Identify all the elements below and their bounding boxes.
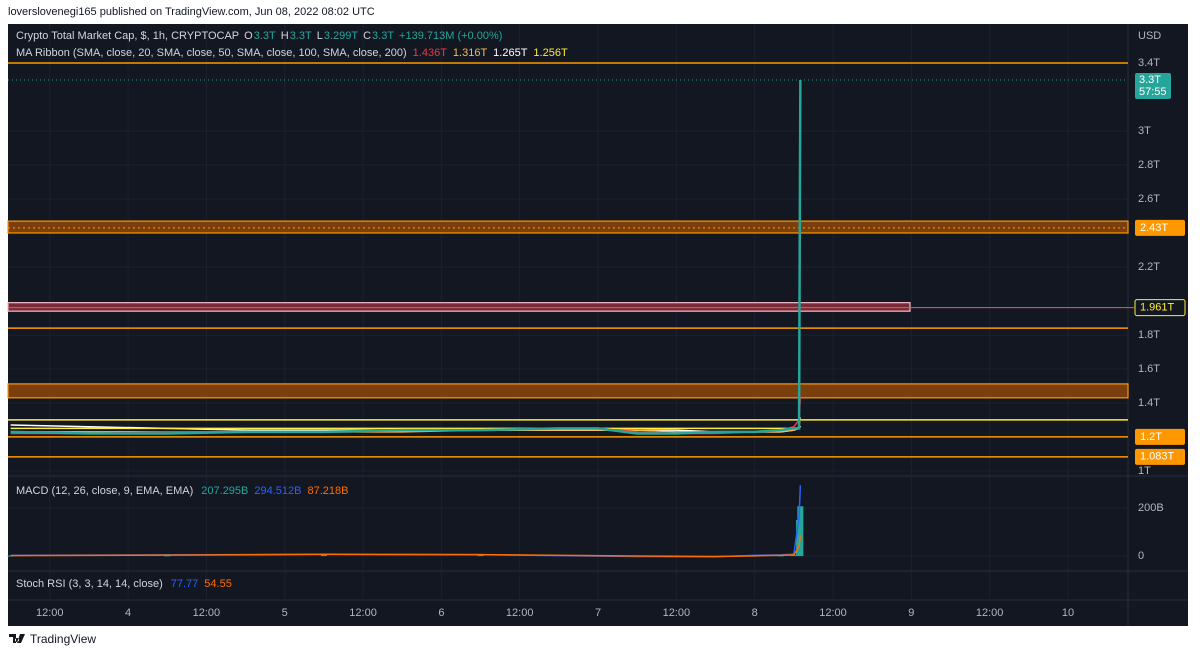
- y-tick-label: 1.4T: [1138, 397, 1160, 409]
- x-tick-label: 4: [125, 607, 131, 619]
- y-tick-label: 200B: [1138, 502, 1164, 514]
- indicator-value: 77.77: [171, 578, 199, 590]
- indicator-value: 294.512B: [254, 485, 301, 497]
- ohlc-key: C: [363, 30, 371, 42]
- level-zone: [7, 302, 911, 312]
- level-zone: [7, 383, 1129, 399]
- series-line: [10, 80, 802, 435]
- series-line: [10, 535, 802, 558]
- indicator-title: Stoch RSI (3, 3, 14, 14, close): [16, 578, 163, 590]
- publisher: loverslovenegi165 published on TradingVi…: [8, 6, 375, 18]
- x-tick-label: 12:00: [36, 607, 64, 619]
- x-tick-label: 8: [752, 607, 758, 619]
- x-tick-label: 12:00: [506, 607, 534, 619]
- y-tick-label: 1T: [1138, 465, 1151, 477]
- brand: TradingView: [30, 632, 96, 646]
- level-badge-label: 1.2T: [1140, 431, 1162, 443]
- x-tick-label: 10: [1062, 607, 1074, 619]
- x-tick-label: 7: [595, 607, 601, 619]
- histogram-bar: [7, 555, 14, 557]
- x-tick-label: 6: [438, 607, 444, 619]
- indicator-value: 1.316T: [453, 47, 488, 59]
- indicator-title: MACD (12, 26, close, 9, EMA, EMA): [16, 485, 193, 497]
- level-badge: [1135, 219, 1185, 236]
- ohlc-key: O: [244, 30, 253, 42]
- y-tick-label: 1.6T: [1138, 363, 1160, 375]
- y-tick-label: 2.8T: [1138, 159, 1160, 171]
- ohlc-value: 3.299T: [324, 30, 359, 42]
- histogram-bar: [797, 506, 804, 557]
- chart-content: 12:00 4 12:00 5 12:00 6 12:00 7 12:00 8 12:00 9 12:0…: [7, 24, 1186, 619]
- currency: USD: [1138, 30, 1161, 42]
- price-badge-label: 3.3T: [1139, 74, 1161, 86]
- ohlc-value: 3.3T: [290, 30, 312, 42]
- ohlc-value: 3.3T: [254, 30, 276, 42]
- x-tick-label: 12:00: [349, 607, 377, 619]
- y-tick-label: 2.2T: [1138, 261, 1160, 273]
- tv-logo: [9, 634, 25, 643]
- level-badge-label: 1.961T: [1140, 302, 1175, 314]
- price-badge: [1135, 73, 1171, 100]
- level-badge-label: 2.43T: [1140, 222, 1168, 234]
- ohlc-key: L: [317, 30, 323, 42]
- ohlc-key: H: [281, 30, 289, 42]
- indicator-value: 1.265T: [493, 47, 528, 59]
- level-badge: [1134, 299, 1186, 317]
- x-tick-label: 5: [282, 607, 288, 619]
- x-tick-label: 12:00: [193, 607, 221, 619]
- indicator-title: MA Ribbon (SMA, close, 20, SMA, close, 5…: [16, 47, 407, 59]
- indicator-value: 1.436T: [413, 47, 448, 59]
- histogram-bar: [320, 554, 327, 557]
- y-tick-label: 0: [1138, 550, 1144, 562]
- indicator-value: 1.256T: [533, 47, 568, 59]
- legend-title: Crypto Total Market Cap, $, 1h, CRYPTOCA…: [16, 30, 239, 42]
- y-tick-label: 3T: [1138, 125, 1151, 137]
- y-tick-label: 2.6T: [1138, 193, 1160, 205]
- indicator-value: 207.295B: [201, 485, 248, 497]
- x-tick-label: 12:00: [976, 607, 1004, 619]
- x-tick-label: 9: [908, 607, 914, 619]
- indicator-value: 87.218B: [308, 485, 349, 497]
- ohlc-value: 3.3T: [372, 30, 394, 42]
- price-change: +139.713M (+0.00%): [399, 30, 502, 42]
- y-tick-label: 3.4T: [1138, 57, 1160, 69]
- x-tick-label: 12:00: [663, 607, 691, 619]
- level-badge: [1135, 428, 1185, 445]
- histogram-bar: [477, 555, 484, 557]
- level-badge-label: 1.083T: [1140, 451, 1175, 463]
- price-countdown: 57:55: [1139, 86, 1167, 98]
- level-zone: [7, 220, 1129, 234]
- level-badge: [1135, 448, 1185, 465]
- x-tick-label: 12:00: [819, 607, 847, 619]
- y-tick-label: 1.8T: [1138, 329, 1160, 341]
- indicator-value: 54.55: [204, 578, 232, 590]
